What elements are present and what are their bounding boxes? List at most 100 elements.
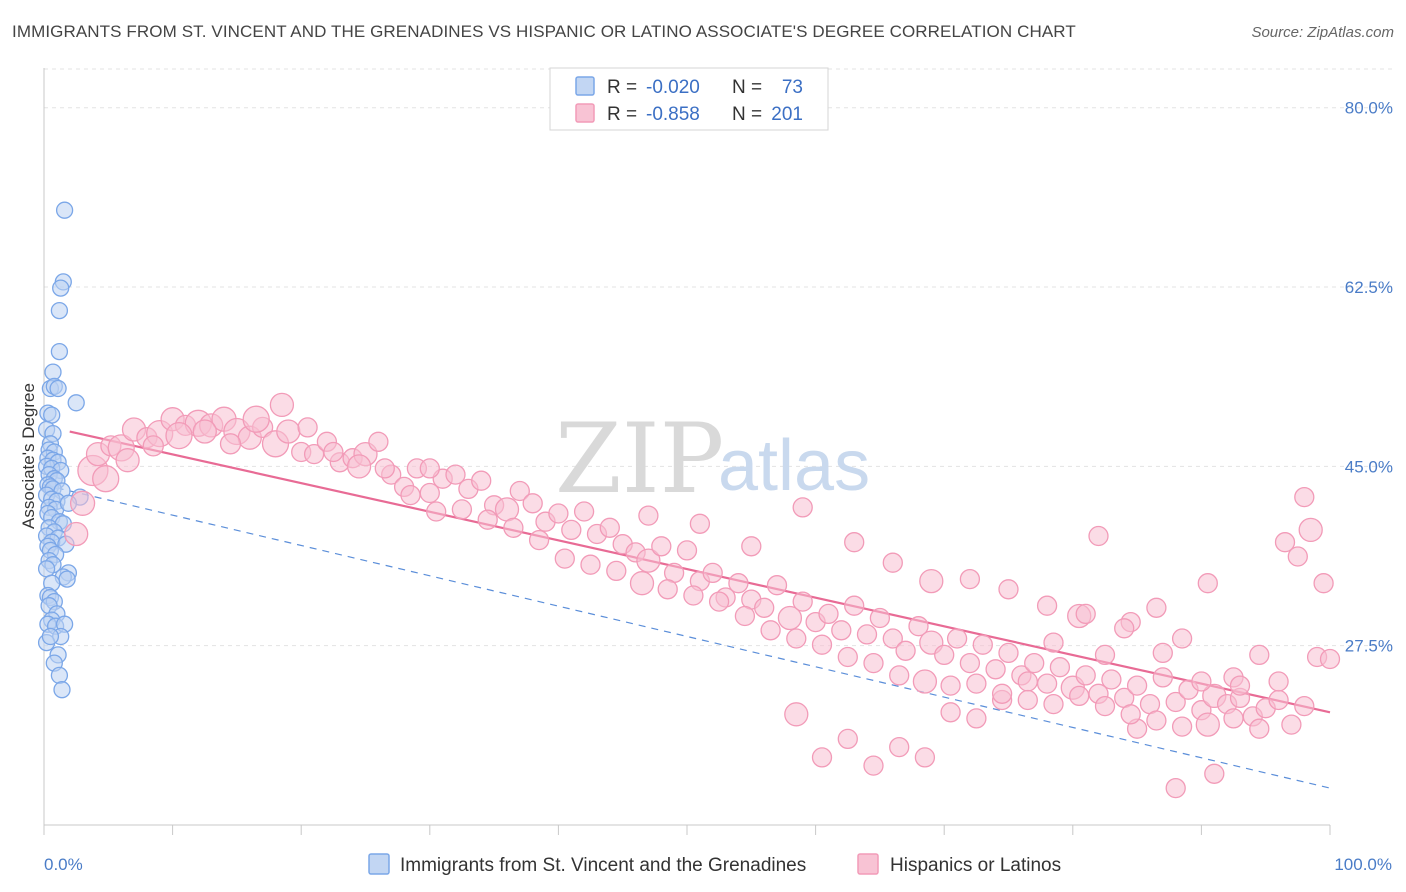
point-1-56	[792, 591, 813, 612]
point-1-54	[766, 575, 788, 596]
point-1-127	[689, 513, 711, 534]
point-1-156	[400, 484, 421, 506]
point-0-4	[50, 342, 69, 361]
point-1-175	[889, 665, 910, 686]
point-1-106	[1171, 628, 1193, 649]
point-1-71	[985, 659, 1006, 680]
point-1-160	[503, 517, 524, 538]
point-1-60	[844, 595, 865, 616]
point-1-99	[1298, 517, 1323, 543]
point-1-140	[1229, 675, 1251, 696]
bottom-legend: Immigrants from St. Vincent and the Gren…	[368, 853, 1061, 876]
point-1-182	[1069, 685, 1090, 707]
point-1-85	[1165, 691, 1186, 713]
point-1-143	[69, 490, 96, 516]
point-1-62	[869, 607, 891, 629]
legend: R = -0.020 N = 73 R = -0.858 N = 201	[549, 67, 829, 131]
point-1-183	[1094, 695, 1116, 717]
point-1-159	[477, 509, 498, 530]
point-1-144	[92, 465, 120, 493]
point-1-35	[522, 493, 543, 514]
point-1-135	[1036, 595, 1058, 616]
point-1-84	[1152, 667, 1173, 688]
point-1-188	[1223, 708, 1244, 729]
y-axis-title: Associate's Degree	[19, 383, 38, 529]
point-1-171	[786, 628, 807, 649]
point-1-115	[940, 702, 961, 723]
point-1-162	[554, 548, 575, 569]
point-1-150	[242, 405, 270, 433]
y-tick-label-1: 62.5%	[1345, 278, 1393, 297]
point-1-39	[573, 501, 595, 522]
point-1-61	[856, 624, 878, 645]
y-tick-labels: 80.0% 62.5% 45.0% 27.5%	[1345, 99, 1393, 656]
point-1-177	[940, 675, 961, 696]
point-1-107	[1146, 597, 1167, 618]
watermark-zip: ZIP	[555, 403, 724, 515]
point-1-134	[998, 579, 1019, 600]
y-tick-label-2: 45.0%	[1345, 457, 1393, 476]
point-1-128	[741, 536, 762, 557]
point-1-55	[777, 605, 803, 631]
point-1-123	[1165, 777, 1186, 799]
point-0-71	[41, 627, 60, 646]
point-1-121	[784, 702, 809, 727]
point-1-166	[657, 579, 678, 600]
point-0-68	[50, 666, 69, 685]
point-0-9	[67, 394, 85, 412]
point-1-67	[934, 644, 955, 666]
point-0-5	[44, 363, 62, 381]
x-tick-label-1: 100.0%	[1334, 855, 1392, 874]
point-1-82	[1126, 675, 1148, 696]
point-1-165	[629, 571, 655, 596]
watermark: ZIP atlas	[555, 403, 870, 515]
point-1-133	[959, 568, 981, 590]
point-1-34	[509, 480, 530, 502]
legend-r-label-2: R =	[607, 104, 637, 125]
point-0-3	[50, 301, 69, 320]
point-1-49	[702, 562, 723, 584]
legend-swatch-pink	[575, 103, 595, 123]
point-1-59	[831, 620, 852, 641]
point-0-69	[53, 681, 71, 699]
bottom-legend-label-pink: Hispanics or Latinos	[890, 855, 1061, 876]
point-1-105	[1197, 573, 1218, 594]
point-1-161	[528, 529, 550, 551]
point-1-69	[959, 652, 981, 674]
point-1-172	[811, 634, 833, 655]
point-1-136	[1075, 603, 1096, 625]
point-1-116	[914, 747, 936, 768]
y-tick-label-3: 27.5%	[1345, 637, 1393, 656]
point-1-176	[912, 669, 938, 694]
point-1-41	[599, 517, 620, 538]
series-hispanics	[64, 392, 1341, 799]
point-1-190	[419, 458, 440, 479]
trend-line-immigrants	[43, 484, 1331, 789]
point-1-45	[651, 536, 672, 557]
legend-r-label-1: R =	[607, 77, 637, 98]
point-1-152	[297, 417, 318, 438]
point-1-109	[1094, 644, 1116, 666]
point-1-146	[142, 435, 164, 457]
point-1-151	[269, 392, 295, 418]
point-1-114	[966, 708, 987, 729]
point-1-118	[863, 755, 884, 776]
point-1-16	[276, 419, 301, 444]
point-1-111	[1043, 632, 1064, 653]
series-immigrants	[37, 201, 89, 699]
legend-n-label-2: N =	[732, 104, 762, 125]
point-1-157	[426, 501, 447, 522]
point-1-163	[580, 554, 601, 575]
point-1-148	[192, 419, 217, 444]
point-0-0	[55, 201, 74, 219]
point-1-186	[1171, 716, 1193, 737]
point-1-120	[811, 747, 833, 768]
point-1-100	[1287, 546, 1308, 567]
point-1-147	[165, 421, 193, 450]
point-1-189	[1249, 718, 1270, 739]
point-1-23	[368, 431, 389, 452]
x-tick-label-0: 0.0%	[44, 855, 83, 874]
point-1-72	[998, 642, 1019, 664]
point-1-180	[1017, 689, 1038, 711]
